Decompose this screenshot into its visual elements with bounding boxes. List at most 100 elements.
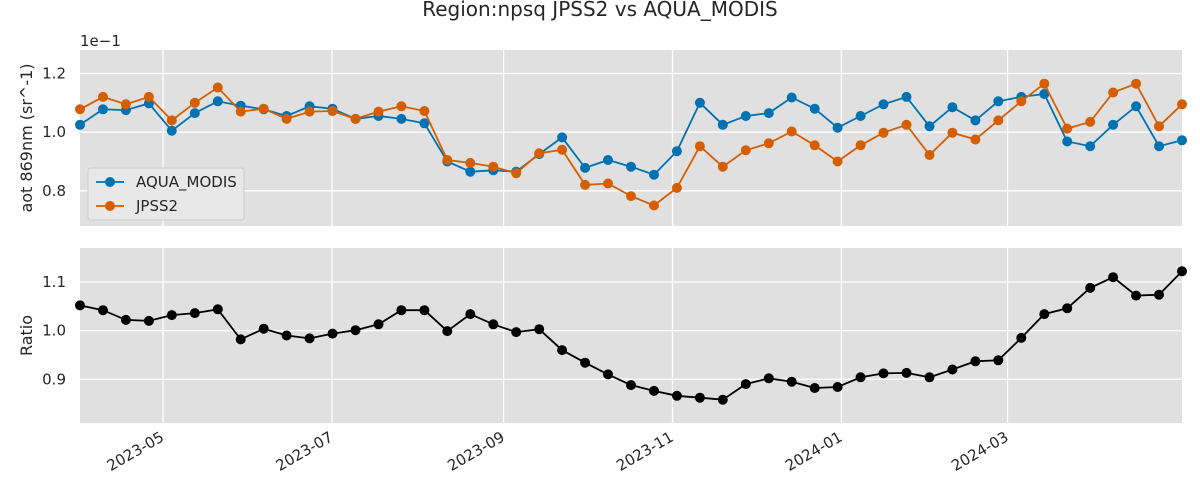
data-point xyxy=(740,145,751,156)
data-point xyxy=(511,168,522,179)
data-point xyxy=(419,106,430,116)
data-point xyxy=(855,111,866,121)
data-point xyxy=(465,157,476,168)
data-point xyxy=(947,364,958,375)
data-point xyxy=(671,146,682,157)
data-point xyxy=(649,169,659,180)
x-tick-label: 2024-01 xyxy=(782,428,845,475)
data-point xyxy=(350,113,361,124)
data-point xyxy=(143,315,154,326)
y-axis-label: Ratio xyxy=(17,315,36,356)
x-tick-label: 2023-07 xyxy=(273,428,336,475)
data-point xyxy=(75,300,85,311)
data-point xyxy=(878,127,889,138)
data-point xyxy=(649,200,659,211)
data-point xyxy=(924,372,935,383)
data-point xyxy=(1131,78,1142,89)
data-point xyxy=(166,125,177,136)
data-point xyxy=(281,330,292,341)
data-point xyxy=(970,115,981,126)
data-point xyxy=(763,373,774,384)
data-point xyxy=(327,106,338,116)
data-point xyxy=(1085,116,1096,127)
data-point xyxy=(212,96,223,107)
y-tick-label: 1.2 xyxy=(42,64,66,82)
data-point xyxy=(534,324,545,335)
data-point xyxy=(75,104,85,115)
legend-label: JPSS2 xyxy=(135,197,178,215)
y-tick-label: 0.9 xyxy=(42,370,66,388)
y-axis-label: aot 869nm (sr^-1) xyxy=(17,63,36,212)
data-point xyxy=(901,367,912,378)
data-point xyxy=(1131,290,1142,301)
data-point xyxy=(396,113,407,124)
legend-swatch-marker xyxy=(105,201,115,211)
data-point xyxy=(1108,87,1119,98)
data-point xyxy=(419,305,430,316)
data-point xyxy=(993,115,1004,126)
data-point xyxy=(1177,266,1187,277)
legend-label: AQUA_MODIS xyxy=(136,173,237,192)
data-point xyxy=(98,305,108,316)
data-point xyxy=(947,102,958,113)
data-point xyxy=(488,319,499,330)
y-tick-label: 0.8 xyxy=(42,182,66,200)
data-point xyxy=(557,144,568,155)
data-point xyxy=(970,356,981,367)
data-point xyxy=(396,101,407,112)
data-point xyxy=(75,119,85,130)
data-point xyxy=(855,372,866,383)
data-point xyxy=(649,385,659,396)
data-point xyxy=(189,97,200,108)
x-tick-label: 2023-09 xyxy=(444,428,507,475)
data-point xyxy=(1154,289,1164,300)
data-point xyxy=(143,91,154,102)
data-point xyxy=(1085,141,1096,152)
data-point xyxy=(603,178,613,189)
data-point xyxy=(740,111,751,121)
data-point xyxy=(901,119,912,130)
data-point xyxy=(442,326,453,337)
data-point xyxy=(1062,123,1073,134)
data-point xyxy=(717,161,728,172)
data-point xyxy=(212,82,223,93)
x-tick-label: 2023-05 xyxy=(104,428,167,475)
data-point xyxy=(212,304,223,315)
data-point xyxy=(740,379,751,390)
data-point xyxy=(1016,96,1027,107)
data-point xyxy=(442,155,453,165)
data-point xyxy=(694,392,705,403)
data-point xyxy=(580,162,591,173)
data-point xyxy=(671,182,682,193)
data-point xyxy=(1039,309,1050,320)
data-point xyxy=(832,122,843,133)
data-point xyxy=(1016,332,1027,343)
panel-2: 0.9 1.0 1.1 Ratio xyxy=(17,248,1187,423)
legend: AQUA_MODIS JPSS2 xyxy=(87,167,245,221)
data-point xyxy=(465,309,476,320)
data-point xyxy=(235,106,246,117)
data-point xyxy=(1062,136,1073,147)
data-point xyxy=(694,97,705,108)
data-point xyxy=(373,319,384,330)
data-point xyxy=(580,357,591,368)
data-point xyxy=(1154,121,1164,132)
y-tick-label: 1.1 xyxy=(42,273,66,291)
data-point xyxy=(993,96,1004,107)
data-point xyxy=(717,119,728,130)
legend-box xyxy=(87,167,245,221)
panel-1: 0.8 1.0 1.2 aot 869nm (sr^-1) 1e−1 AQUA_MODIS… xyxy=(17,32,1187,226)
data-point xyxy=(1131,101,1142,112)
data-point xyxy=(1177,99,1187,110)
y-tick-label: 1.0 xyxy=(42,123,66,141)
data-point xyxy=(786,376,797,387)
data-point xyxy=(763,138,774,149)
data-point xyxy=(327,328,338,339)
data-point xyxy=(924,150,935,160)
data-point xyxy=(1039,89,1050,99)
data-point xyxy=(1108,272,1119,283)
data-point xyxy=(350,325,361,336)
data-point xyxy=(626,161,636,172)
data-point xyxy=(901,91,912,102)
